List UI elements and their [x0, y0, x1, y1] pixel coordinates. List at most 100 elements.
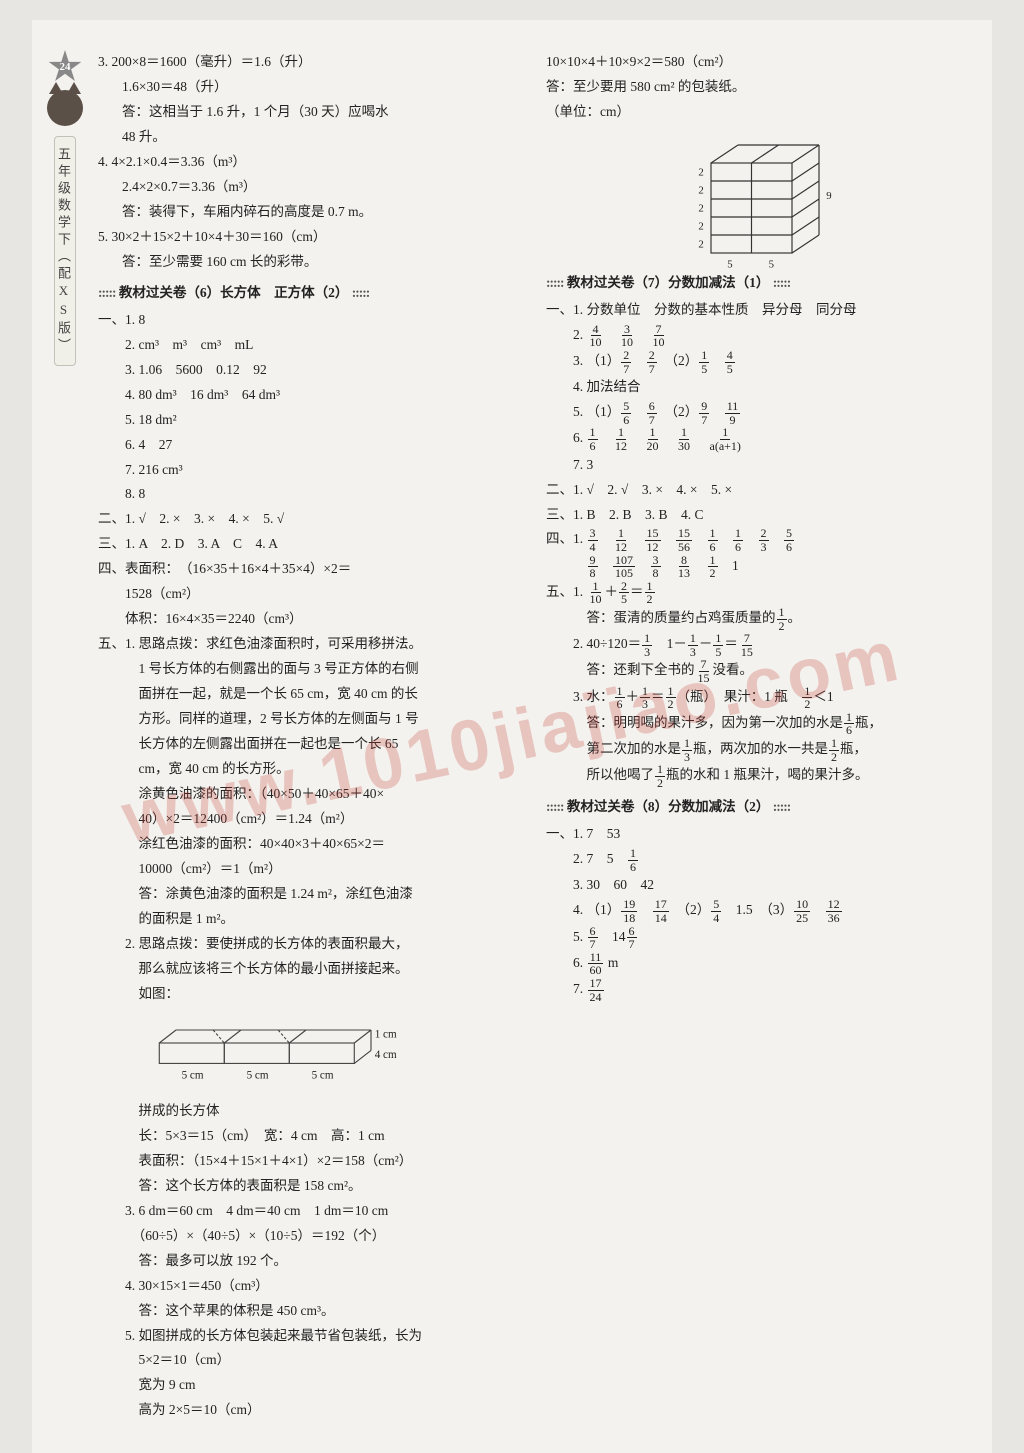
text-line: 48 升。 — [98, 125, 524, 150]
frac-line: 5. （1）56 67 （2）97 119 — [546, 400, 972, 426]
text-line: 一、1. 分数单位 分数的基本性质 异分母 同分母 — [546, 298, 972, 323]
svg-text:2: 2 — [698, 203, 703, 215]
text-line: 2. cm³ m³ cm³ mL — [98, 333, 524, 358]
section-6-body: 一、1. 8 2. cm³ m³ cm³ mL 3. 1.06 5600 0.1… — [98, 308, 524, 1007]
text-line: 40）×2＝12400（cm²）＝1.24（m²） — [98, 807, 524, 832]
text-line: 5. 18 dm² — [98, 408, 524, 433]
text-line: 4. 80 dm³ 16 dm³ 64 dm³ — [98, 383, 524, 408]
text-line: 1 号长方体的右侧露出的面与 3 号正方体的右侧 — [98, 657, 524, 682]
frac-line: 7. 1724 — [546, 977, 972, 1003]
text-line: 方形。同样的道理，2 号长方体的左侧面与 1 号 — [98, 707, 524, 732]
text-line: 涂红色油漆的面积：40×40×3＋40×65×2＝ — [98, 832, 524, 857]
text-line: 1528（cm²） — [98, 582, 524, 607]
text-line: （单位：cm） — [546, 100, 972, 125]
badge-area: 24 五年级数学下（配XS版） — [40, 50, 90, 366]
text-line: cm，宽 40 cm 的长方形。 — [98, 757, 524, 782]
text-line: 如图： — [98, 982, 524, 1007]
frac-line: 2. 7 5 16 — [546, 847, 972, 873]
text-line: 答：这相当于 1.6 升，1 个月（30 天）应喝水 — [98, 100, 524, 125]
text-line: 高为 2×5＝10（cm） — [98, 1398, 524, 1423]
page: 24 五年级数学下（配XS版） www.1010jiajiao.com 3. 2… — [32, 20, 992, 1453]
text-line: 5×2＝10（cm） — [98, 1348, 524, 1373]
text-line: 答：这个苹果的体积是 450 cm³。 — [98, 1299, 524, 1324]
right-column: 10×10×4＋10×9×2＝580（cm²） 答：至少要用 580 cm² 的… — [542, 50, 972, 1423]
frac-line: 3. 水：16＋13＝12（瓶） 果汁：1 瓶 12＜1 — [546, 685, 972, 711]
text-line: 6. 4 27 — [98, 433, 524, 458]
section-title-text: 教材过关卷（6）长方体 正方体（2） — [119, 285, 349, 300]
frac-line: 答：蛋清的质量约占鸡蛋质量的12。 — [546, 606, 972, 632]
cuboid-diagram: 2 2 2 2 2 5 5 9 — [684, 133, 834, 263]
text-line: 答：至少需要 160 cm 长的彩带。 — [98, 250, 524, 275]
text-line: 那么就应该将三个长方体的最小面拼接起来。 — [98, 957, 524, 982]
text-line: 长：5×3＝15（cm） 宽：4 cm 高：1 cm — [98, 1124, 524, 1149]
text-line: 答：这个长方体的表面积是 158 cm²。 — [98, 1174, 524, 1199]
dim-5cm: 5 cm — [312, 1069, 334, 1081]
text-line: 4. 4×2.1×0.4＝3.36（m³） — [98, 150, 524, 175]
text-line: 答：最多可以放 192 个。 — [98, 1249, 524, 1274]
text-line: 二、1. √ 2. √ 3. × 4. × 5. × — [546, 478, 972, 503]
frac-line: 98 107105 38 813 12 1 — [546, 554, 972, 580]
svg-text:9: 9 — [826, 190, 831, 202]
section-6-body-b: 拼成的长方体 长：5×3＝15（cm） 宽：4 cm 高：1 cm 表面积：（1… — [98, 1099, 524, 1424]
text-line: 7. 3 — [546, 453, 972, 478]
dim-4cm: 4 cm — [375, 1049, 397, 1061]
frac-line: 3. （1）27 27 （2）15 45 — [546, 349, 972, 375]
text-line: 五、1. 思路点拨：求红色油漆面积时，可采用移拼法。 — [98, 632, 524, 657]
text-line: 2. 思路点拨：要使拼成的长方体的表面积最大， — [98, 932, 524, 957]
dim-5cm: 5 cm — [182, 1069, 204, 1081]
dots-icon: ::::: — [773, 799, 790, 814]
opening-block: 3. 200×8＝1600（毫升）＝1.6（升） 1.6×30＝48（升） 答：… — [98, 50, 524, 275]
text-line: 四、表面积： （16×35＋16×4＋35×4）×2＝ — [98, 557, 524, 582]
text-line: （60÷5）×（40÷5）×（10÷5）＝192（个） — [98, 1224, 524, 1249]
text-line: 5. 30×2＋15×2＋10×4＋30＝160（cm） — [98, 225, 524, 250]
frac-line: 4. （1）1918 1714 （2）54 1.5 （3）1025 1236 — [546, 898, 972, 924]
rect-svg: 1 cm 4 cm 5 cm 5 cm 5 cm — [150, 1017, 410, 1082]
dim-1cm: 1 cm — [375, 1028, 397, 1040]
frac-line: 2. 410 310 710 — [546, 323, 972, 349]
frac-line: 2. 40÷120＝13 1－13－15＝715 — [546, 632, 972, 658]
dots-icon: ::::: — [352, 285, 369, 300]
svg-text:5: 5 — [727, 258, 732, 270]
text-line: 体积：16×4×35＝2240（cm³） — [98, 607, 524, 632]
text-line: 4. 加法结合 — [546, 375, 972, 400]
text-line: 3. 1.06 5600 0.12 92 — [98, 358, 524, 383]
text-line: 8. 8 — [98, 482, 524, 507]
text-line: 答：装得下，车厢内碎石的高度是 0.7 m。 — [98, 200, 524, 225]
text-line: 表面积：（15×4＋15×1＋4×1）×2＝158（cm²） — [98, 1149, 524, 1174]
svg-text:2: 2 — [698, 239, 703, 251]
svg-text:2: 2 — [698, 167, 703, 179]
section-8-title: ::::: 教材过关卷（8）分数加减法（2） ::::: — [546, 795, 972, 820]
text-line: 答：涂黄色油漆的面积是 1.24 m²，涂红色油漆 — [98, 882, 524, 907]
section-6-title: ::::: 教材过关卷（6）长方体 正方体（2） ::::: — [98, 281, 524, 306]
text-line: 拼成的长方体 — [98, 1099, 524, 1124]
section-title-text: 教材过关卷（8）分数加减法（2） — [567, 799, 770, 814]
dots-icon: ::::: — [546, 799, 563, 814]
text-line: 二、1. √ 2. × 3. × 4. × 5. √ — [98, 507, 524, 532]
text-line: 面拼在一起，就是一个长 65 cm，宽 40 cm 的长 — [98, 682, 524, 707]
svg-text:5: 5 — [769, 258, 774, 270]
text-line: 的面积是 1 m²。 — [98, 907, 524, 932]
text-line: 3. 200×8＝1600（毫升）＝1.6（升） — [98, 50, 524, 75]
text-line: 4. 30×15×1＝450（cm³） — [98, 1274, 524, 1299]
frac-line: 四、1. 34 112 1512 1556 16 16 23 56 — [546, 527, 972, 553]
frac-line: 答：还剩下全书的715没看。 — [546, 658, 972, 684]
rect-3bar-diagram: 1 cm 4 cm 5 cm 5 cm 5 cm — [126, 1013, 524, 1093]
text-line: 宽为 9 cm — [98, 1373, 524, 1398]
svg-text:2: 2 — [698, 221, 703, 233]
left-column: 3. 200×8＝1600（毫升）＝1.6（升） 1.6×30＝48（升） 答：… — [52, 50, 524, 1423]
text-line: 三、1. A 2. D 3. A C 4. A — [98, 532, 524, 557]
frac-line: 第二次加的水是13瓶，两次加的水一共是12瓶， — [546, 737, 972, 763]
frac-line: 答：明明喝的果汁多，因为第一次加的水是16瓶， — [546, 711, 972, 737]
frac-line: 所以他喝了12瓶的水和 1 瓶果汁，喝的果汁多。 — [546, 763, 972, 789]
svg-text:2: 2 — [698, 185, 703, 197]
text-line: 答：至少要用 580 cm² 的包装纸。 — [546, 75, 972, 100]
dim-5cm: 5 cm — [247, 1069, 269, 1081]
text-line: 涂黄色油漆的面积：（40×50＋40×65＋40× — [98, 782, 524, 807]
text-line: 10000（cm²）＝1（m²） — [98, 857, 524, 882]
text-line: 长方体的左侧露出面拼在一起也是一个长 65 — [98, 732, 524, 757]
page-number: 24 — [60, 61, 71, 73]
cat-icon — [47, 90, 83, 126]
frac-line: 6. 16 112 120 130 1a(a+1) — [546, 426, 972, 452]
dots-icon: ::::: — [98, 285, 115, 300]
side-tab-label: 五年级数学下（配XS版） — [54, 136, 76, 366]
